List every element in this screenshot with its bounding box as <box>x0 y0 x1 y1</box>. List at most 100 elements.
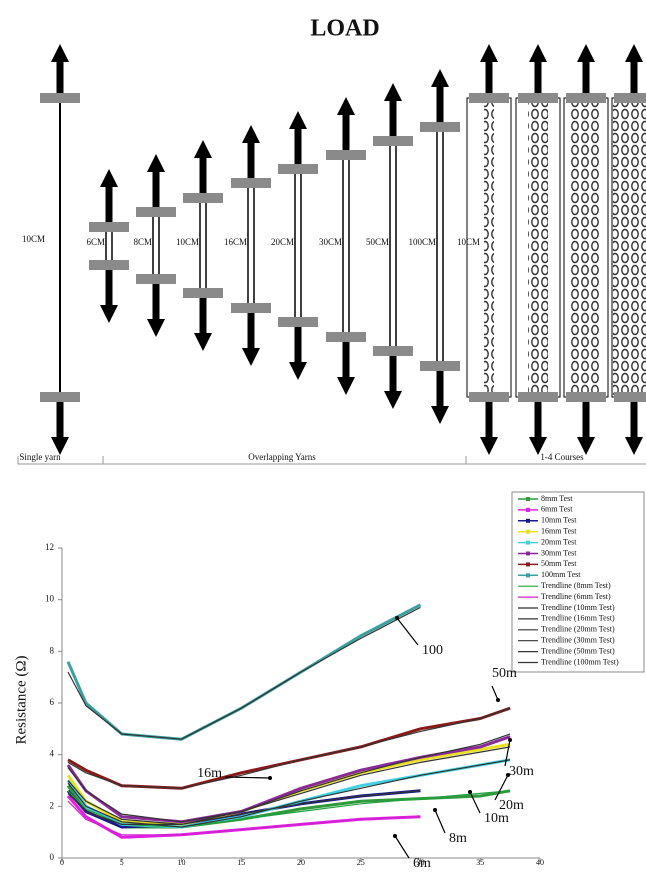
arrow-head <box>577 437 595 455</box>
legend-label: 100mm Test <box>541 570 581 579</box>
annotation: 50m <box>492 666 517 681</box>
legend-label: Trendline (20mm Test) <box>541 625 615 634</box>
trend-line <box>67 790 511 828</box>
y-tick-label: 10 <box>45 594 55 604</box>
legend-label: 6mm Test <box>541 505 573 514</box>
annotation-pointer <box>504 739 511 767</box>
legend-label: 16mm Test <box>541 527 577 536</box>
arrow-head <box>242 348 260 366</box>
annotation-tip <box>506 773 510 777</box>
x-tick-label: 25 <box>357 858 365 867</box>
x-tick-label: 35 <box>476 858 484 867</box>
arrow-head <box>289 111 307 129</box>
arrow-head <box>51 44 69 62</box>
annotation-pointer <box>494 774 509 801</box>
fabric-loops <box>484 100 494 395</box>
trend-line <box>67 733 511 823</box>
annotation: 10m <box>484 811 509 826</box>
arrow-head <box>337 377 355 395</box>
legend-marker <box>526 518 530 523</box>
clamp <box>231 178 271 188</box>
group-label: 1-4 Courses <box>540 452 584 462</box>
legend-label: Trendline (16mm Test) <box>541 614 615 623</box>
annotation-pointer <box>434 809 446 834</box>
trend-line <box>67 790 421 825</box>
x-tick-label: 20 <box>297 858 305 867</box>
clamp <box>40 93 80 103</box>
arrow-head <box>384 391 402 409</box>
clamp <box>89 260 129 270</box>
arrow-head <box>625 437 643 455</box>
arrow-head <box>529 44 547 62</box>
clamp <box>373 346 413 356</box>
y-tick-label: 0 <box>50 852 55 862</box>
annotation: 6m <box>413 856 431 868</box>
fabric-loops <box>528 100 548 395</box>
length-label: 20CM <box>271 237 294 247</box>
annotation-tip <box>508 738 512 742</box>
clamp <box>614 93 646 103</box>
annotation-pointer <box>394 835 410 859</box>
x-tick-label: 30 <box>417 858 425 867</box>
legend-label: Trendline (6mm Test) <box>541 592 611 601</box>
annotation: 8m <box>449 831 467 846</box>
annotation-pointer <box>469 791 481 814</box>
legend-label: Trendline (50mm Test) <box>541 646 615 655</box>
diagram-title: LOAD <box>310 16 379 42</box>
y-axis-label: Resistance (Ω) <box>13 655 29 744</box>
clamp <box>469 93 509 103</box>
x-tick-label: 10 <box>178 858 186 867</box>
legend-label: 30mm Test <box>541 548 577 557</box>
arrow-head <box>242 125 260 143</box>
arrow-head <box>194 140 212 158</box>
clamp <box>136 207 176 217</box>
legend-label: 20mm Test <box>541 537 577 546</box>
legend-marker <box>526 573 530 578</box>
clamp <box>518 93 558 103</box>
y-tick-label: 6 <box>50 697 55 707</box>
legend-marker <box>526 551 530 556</box>
annotation-tip <box>496 698 500 702</box>
y-tick-label: 8 <box>50 645 55 655</box>
clamp <box>469 392 509 402</box>
y-tick-label: 12 <box>45 542 54 552</box>
group-bracket <box>17 456 646 465</box>
legend-box <box>511 491 645 673</box>
legend-marker <box>526 529 530 534</box>
legend-label: 50mm Test <box>541 559 577 568</box>
clamp <box>326 150 366 160</box>
length-label: 100CM <box>408 237 436 247</box>
arrow-head <box>384 83 402 101</box>
group-label: Single yarn <box>19 452 61 462</box>
legend-label: Trendline (30mm Test) <box>541 636 615 645</box>
arrow-head <box>577 44 595 62</box>
chart: 0 2 4 6 8 10 12 0 5 10 15 20 25 30 35 40 8mm Test 6mm Tes… <box>45 491 645 871</box>
length-label: 10CM <box>176 237 199 247</box>
annotation: 16m <box>197 766 222 781</box>
trend-line <box>67 606 421 740</box>
clamp <box>183 193 223 203</box>
clamp <box>566 392 606 402</box>
trend-line <box>67 759 511 828</box>
annotation-tip <box>468 790 472 794</box>
legend-marker <box>526 540 530 545</box>
clamp <box>183 288 223 298</box>
clamp <box>373 136 413 146</box>
legend-label: Trendline (100mm Test) <box>541 657 619 666</box>
legend-marker <box>526 507 530 512</box>
clamp <box>40 392 80 402</box>
clamp <box>89 222 129 232</box>
x-tick-label: 0 <box>60 858 64 867</box>
annotation: 20m <box>499 798 524 813</box>
length-label: 16CM <box>224 237 247 247</box>
arrow-head <box>337 97 355 115</box>
group-label: Overlapping Yarns <box>248 452 316 462</box>
arrow-head <box>529 437 547 455</box>
diagram: 10CM 6CM 8CM 10CM 16CM 20CM 30CM 50CM 100CM 10CM S… <box>17 44 646 465</box>
clamp <box>518 392 558 402</box>
arrow-head <box>100 169 118 187</box>
arrow-head <box>147 319 165 337</box>
arrow-head <box>431 69 449 87</box>
